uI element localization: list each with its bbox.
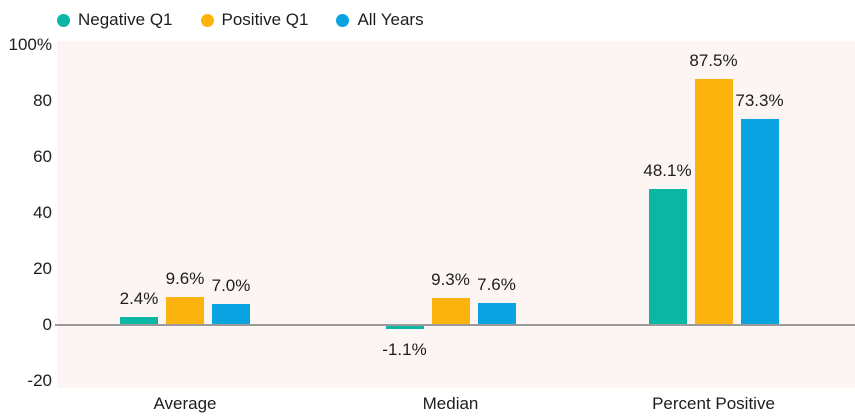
y-axis-tick-label: 0: [42, 315, 52, 334]
bar-value-label: 48.1%: [643, 161, 692, 180]
y-axis-tick-label: 20: [33, 259, 52, 278]
legend-swatch-icon: [200, 13, 214, 27]
bar-all-years-average: [212, 304, 250, 324]
x-axis-category-label: Median: [422, 394, 479, 413]
bar-positive-q1-percent-positive: [694, 79, 733, 324]
x-axis-zero-line: [55, 324, 855, 326]
bar-value-label: 9.3%: [431, 270, 470, 289]
y-axis-tick-label: 80: [33, 91, 52, 110]
legend-item: Positive Q1: [200, 9, 309, 31]
bar-positive-q1-average: [166, 297, 204, 324]
y-axis-tick-label: -20: [27, 371, 52, 390]
bar-negative-q1-median: [385, 326, 424, 329]
legend-swatch-icon: [336, 13, 350, 27]
legend-item: Negative Q1: [57, 9, 173, 31]
legend-label: Negative Q1: [78, 10, 173, 29]
bar-value-label: 9.6%: [165, 269, 205, 288]
bar-value-label: 7.6%: [477, 275, 516, 294]
bar-positive-q1-median: [431, 298, 470, 324]
legend-item: All Years: [336, 9, 424, 31]
x-axis-category-label: Percent Positive: [652, 394, 775, 413]
chart-legend: Negative Q1 Positive Q1 All Years: [57, 9, 424, 31]
legend-swatch-icon: [57, 13, 70, 27]
bar-value-label: 87.5%: [689, 51, 738, 70]
y-axis-tick-label: 60: [33, 147, 52, 166]
y-axis-tick-label: 40: [33, 203, 52, 222]
bar-negative-q1-average: [120, 317, 158, 324]
bar-value-label: 2.4%: [119, 289, 159, 308]
bar-negative-q1-percent-positive: [648, 189, 687, 324]
y-axis-tick-label: 100%: [8, 35, 52, 54]
legend-label: Positive Q1: [221, 10, 309, 29]
legend-label: All Years: [357, 10, 424, 29]
bar-all-years-median: [477, 303, 516, 324]
bar-all-years-percent-positive: [740, 119, 779, 324]
bar-value-label: -1.1%: [382, 340, 427, 359]
x-axis-category-label: Average: [153, 394, 217, 413]
bar-value-label: 7.0%: [211, 276, 251, 295]
bar-value-label: 73.3%: [735, 91, 784, 110]
